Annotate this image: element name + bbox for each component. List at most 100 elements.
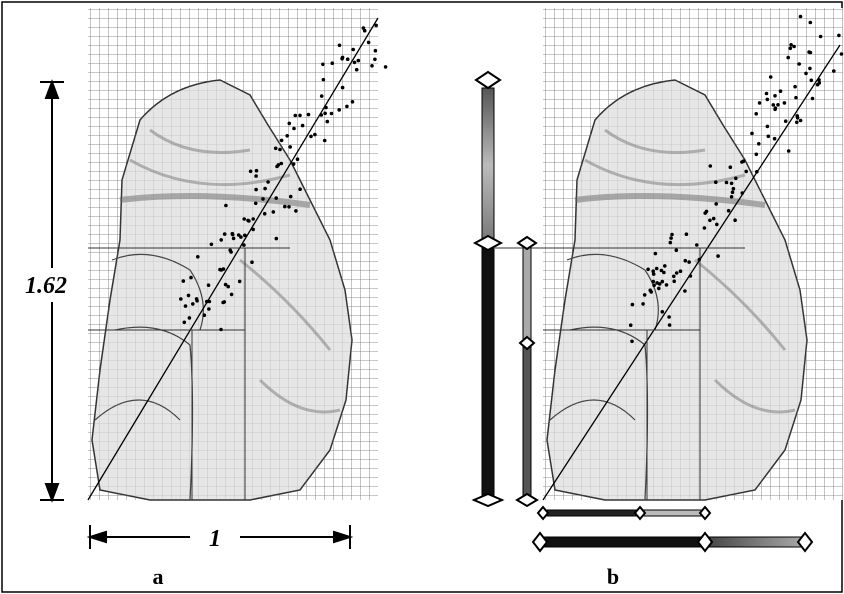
- dot: [652, 283, 656, 288]
- dot: [703, 211, 707, 215]
- dot: [298, 187, 302, 191]
- dot: [276, 163, 281, 167]
- dot: [242, 217, 246, 221]
- dot: [663, 264, 667, 268]
- dot: [669, 236, 673, 240]
- dot: [687, 260, 691, 264]
- dot: [273, 146, 278, 151]
- dot: [716, 254, 720, 258]
- dot: [708, 164, 713, 168]
- dot: [309, 134, 313, 139]
- dot: [321, 77, 326, 82]
- dot: [206, 283, 211, 288]
- panel-label: b: [607, 564, 619, 589]
- dot: [351, 47, 356, 52]
- dot: [715, 222, 719, 227]
- dot: [262, 211, 267, 216]
- dot: [228, 248, 232, 253]
- dot: [628, 323, 633, 328]
- dot: [274, 236, 279, 241]
- dot: [726, 208, 731, 213]
- dot: [667, 323, 672, 327]
- dot: [194, 297, 199, 301]
- dot: [795, 120, 799, 125]
- dot: [651, 269, 655, 274]
- panel-label: a: [153, 564, 164, 589]
- dot: [345, 57, 350, 61]
- dot: [373, 48, 378, 53]
- dot: [202, 313, 207, 318]
- dot: [189, 275, 193, 280]
- dot: [817, 81, 822, 85]
- dot: [323, 111, 327, 116]
- dot: [285, 134, 290, 138]
- dot: [795, 114, 799, 118]
- dot: [683, 289, 687, 293]
- dot: [642, 293, 647, 297]
- dot: [794, 95, 798, 100]
- dot: [697, 257, 702, 262]
- dot: [324, 105, 328, 110]
- dot: [291, 162, 296, 166]
- dot: [209, 242, 214, 247]
- dot: [659, 268, 664, 273]
- dot: [630, 302, 635, 307]
- dot: [266, 180, 270, 184]
- dot: [261, 197, 265, 201]
- panel-b: [495, 8, 844, 500]
- dot: [646, 267, 650, 272]
- dot: [337, 43, 342, 48]
- dot: [667, 315, 671, 319]
- dot: [292, 126, 296, 131]
- dot: [229, 292, 234, 297]
- dot: [295, 157, 300, 161]
- dot: [773, 106, 778, 110]
- dot: [294, 209, 298, 213]
- dot: [728, 165, 733, 169]
- dot: [350, 100, 355, 104]
- dot: [274, 196, 279, 200]
- dot: [337, 108, 342, 112]
- dot: [730, 190, 735, 195]
- dot: [832, 69, 836, 73]
- dot: [279, 161, 284, 166]
- dot: [839, 52, 844, 56]
- dot: [798, 118, 803, 123]
- dot: [356, 58, 361, 63]
- dot: [196, 254, 200, 259]
- golden-bars: [471, 70, 814, 553]
- dot: [731, 186, 736, 191]
- dot: [630, 339, 634, 344]
- dot: [325, 119, 330, 124]
- dot: [322, 138, 327, 143]
- dot: [714, 180, 718, 184]
- dot: [798, 14, 803, 19]
- dot: [809, 78, 814, 83]
- dot: [246, 218, 250, 223]
- dot: [354, 67, 359, 72]
- dot: [279, 138, 284, 143]
- dot: [181, 279, 186, 283]
- dot: [750, 131, 754, 136]
- dot: [729, 181, 734, 186]
- dot: [744, 169, 748, 174]
- dot: [657, 286, 661, 291]
- dot: [810, 96, 815, 101]
- dot: [226, 284, 230, 289]
- dot: [321, 62, 325, 67]
- dot: [361, 26, 366, 30]
- dot: [808, 50, 813, 55]
- dot: [340, 56, 344, 61]
- dot: [660, 310, 665, 314]
- dot: [330, 61, 335, 65]
- dot: [818, 34, 823, 39]
- dot: [651, 272, 656, 276]
- dot: [183, 304, 188, 308]
- dot: [366, 40, 371, 45]
- dot: [283, 204, 287, 209]
- dot: [219, 238, 223, 242]
- dot: [782, 101, 787, 105]
- dot: [300, 123, 305, 128]
- dot: [764, 91, 769, 96]
